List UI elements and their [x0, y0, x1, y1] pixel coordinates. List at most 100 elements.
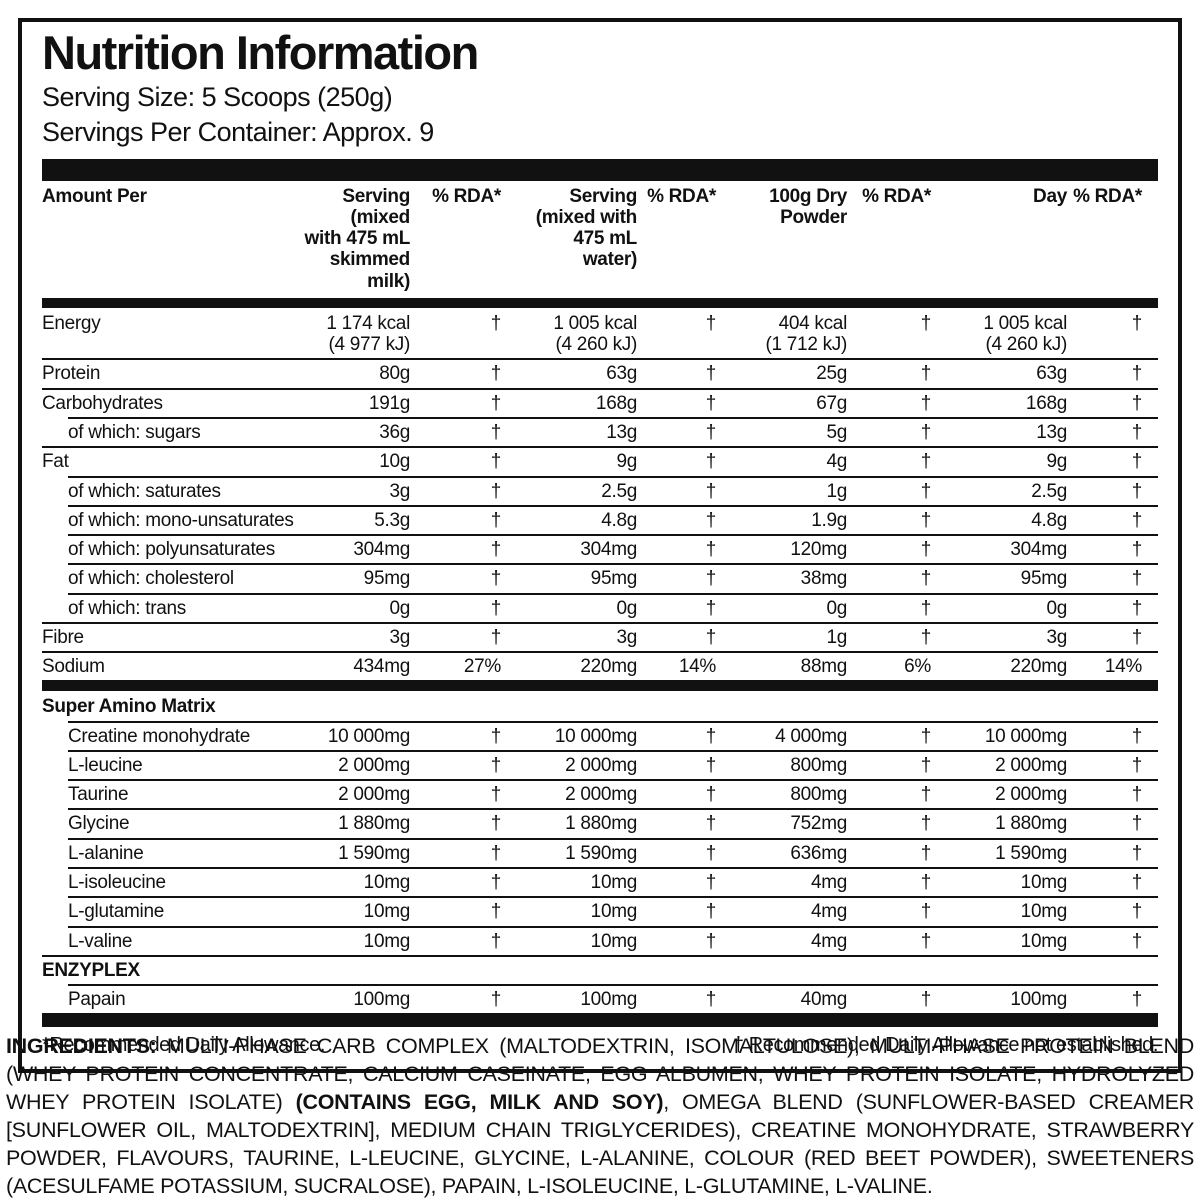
row-label: Super Amino Matrix — [42, 696, 216, 718]
row-value: 220mg — [1010, 656, 1067, 678]
row-value: 9g — [1046, 451, 1067, 473]
column-header-rda-4: % RDA* — [1073, 185, 1142, 207]
row-value: 10g — [379, 451, 410, 473]
row-label: Protein — [42, 363, 101, 385]
row-value: 1 590mg — [565, 842, 637, 864]
row-label: Carbohydrates — [42, 392, 163, 414]
row-label: Papain — [68, 989, 126, 1011]
table-row: Protein 80g † 63g † 25g † 63g † — [42, 358, 1158, 387]
row-value: † — [705, 901, 717, 923]
row-value: 0g — [1046, 597, 1067, 619]
row-value: 404 kcal (1 712 kJ) — [765, 312, 848, 356]
row-value: † — [920, 989, 932, 1011]
section-divider-bar — [42, 680, 1158, 692]
table-row: Taurine 2 000mg † 2 000mg † 800mg † 2 00… — [42, 779, 1158, 808]
row-value: † — [1131, 509, 1143, 531]
row-value: † — [705, 989, 717, 1011]
row-value: † — [1131, 989, 1143, 1011]
row-value: † — [920, 842, 932, 864]
row-value: † — [920, 451, 932, 473]
row-value: † — [920, 422, 932, 444]
row-value: 168g — [1025, 392, 1067, 414]
table-row: L-isoleucine 10mg † 10mg † 4mg † 10mg † — [42, 867, 1158, 896]
row-value: 63g — [606, 363, 637, 385]
table-row: Papain 100mg † 100mg † 40mg † 100mg † — [42, 984, 1158, 1013]
row-value: 6% — [904, 656, 931, 678]
row-value: 10mg — [590, 930, 638, 952]
row-value: 40mg — [800, 989, 848, 1011]
row-value: † — [1131, 480, 1143, 502]
nutrition-panel: Nutrition Information Serving Size: 5 Sc… — [18, 18, 1182, 1074]
column-header-rda-2: % RDA* — [647, 185, 716, 207]
row-value: 63g — [1036, 363, 1067, 385]
row-value: 10mg — [590, 872, 638, 893]
row-value: † — [490, 568, 502, 590]
row-value: † — [490, 509, 502, 531]
table-row: of which: sugars 36g † 13g † 5g † 13g † — [42, 417, 1158, 446]
column-header-serving-milk: Serving (mixed with 475 mL skimmed milk) — [304, 185, 411, 292]
row-value: † — [920, 725, 932, 747]
row-value: 0g — [389, 597, 410, 619]
row-value: † — [490, 754, 502, 776]
row-label: ENZYPLEX — [42, 959, 140, 981]
row-value: 38mg — [800, 568, 848, 590]
row-value: † — [490, 539, 502, 561]
row-value: 14% — [678, 656, 716, 678]
row-label: L-alanine — [68, 842, 144, 864]
row-value: † — [920, 312, 932, 334]
row-value: † — [705, 312, 717, 334]
row-value: 4mg — [810, 872, 847, 893]
row-value: 1.9g — [811, 509, 847, 531]
row-value: 2 000mg — [995, 784, 1067, 806]
row-label: Fibre — [42, 626, 84, 648]
row-value: † — [1131, 930, 1143, 952]
row-label: Glycine — [68, 813, 130, 835]
row-value: 1g — [826, 480, 847, 502]
row-value: † — [490, 813, 502, 835]
row-value: 191g — [368, 392, 410, 414]
serving-size-line: Serving Size: 5 Scoops (250g) — [42, 81, 393, 112]
row-value: 13g — [1036, 422, 1067, 444]
row-value: † — [1131, 725, 1143, 747]
row-value: † — [1131, 363, 1143, 385]
ingredients-bold-text: INGREDIENTS: — [6, 1034, 167, 1058]
table-row: L-alanine 1 590mg † 1 590mg † 636mg † 1 … — [42, 837, 1158, 867]
row-value: † — [1131, 539, 1143, 561]
row-value: † — [1131, 842, 1143, 864]
row-value: † — [705, 422, 717, 444]
row-label: of which: mono-unsaturates — [68, 509, 294, 531]
row-value: † — [705, 626, 717, 648]
row-value: 0g — [826, 597, 847, 619]
row-value: 220mg — [580, 656, 637, 678]
row-value: † — [705, 725, 717, 747]
row-value: † — [705, 568, 717, 590]
row-value: 10 000mg — [554, 725, 637, 747]
row-value: 10mg — [363, 930, 411, 952]
column-header-dry-powder: 100g Dry Powder — [769, 185, 847, 228]
row-value: 3g — [389, 480, 410, 502]
row-value: † — [1131, 784, 1143, 806]
row-value: † — [920, 784, 932, 806]
row-value: 1 590mg — [995, 842, 1067, 864]
row-value: 100mg — [1010, 989, 1067, 1011]
row-value: † — [705, 754, 717, 776]
table-row: of which: saturates 3g † 2.5g † 1g † 2.5… — [42, 475, 1158, 505]
table-row: Sodium 434mg 27% 220mg 14% 88mg 6% 220mg… — [42, 651, 1158, 680]
row-value: 2 000mg — [338, 784, 410, 806]
row-value: † — [705, 813, 717, 835]
table-row: of which: polyunsaturates 304mg † 304mg … — [42, 534, 1158, 563]
row-label: Taurine — [68, 784, 129, 806]
row-value: † — [705, 392, 717, 414]
row-value: † — [490, 842, 502, 864]
row-value: † — [490, 597, 502, 619]
page-title: Nutrition Information — [42, 26, 479, 79]
row-value: † — [705, 872, 717, 893]
row-value: 80g — [379, 363, 410, 385]
row-value: 3g — [1046, 626, 1067, 648]
row-value: † — [920, 813, 932, 835]
row-value: 1 880mg — [565, 813, 637, 835]
row-value: † — [920, 363, 932, 385]
row-value: † — [490, 312, 502, 334]
table-row: of which: trans 0g † 0g † 0g † 0g † — [42, 592, 1158, 622]
ingredients-bold-text: (CONTAINS EGG, MILK AND SOY) — [295, 1090, 664, 1114]
